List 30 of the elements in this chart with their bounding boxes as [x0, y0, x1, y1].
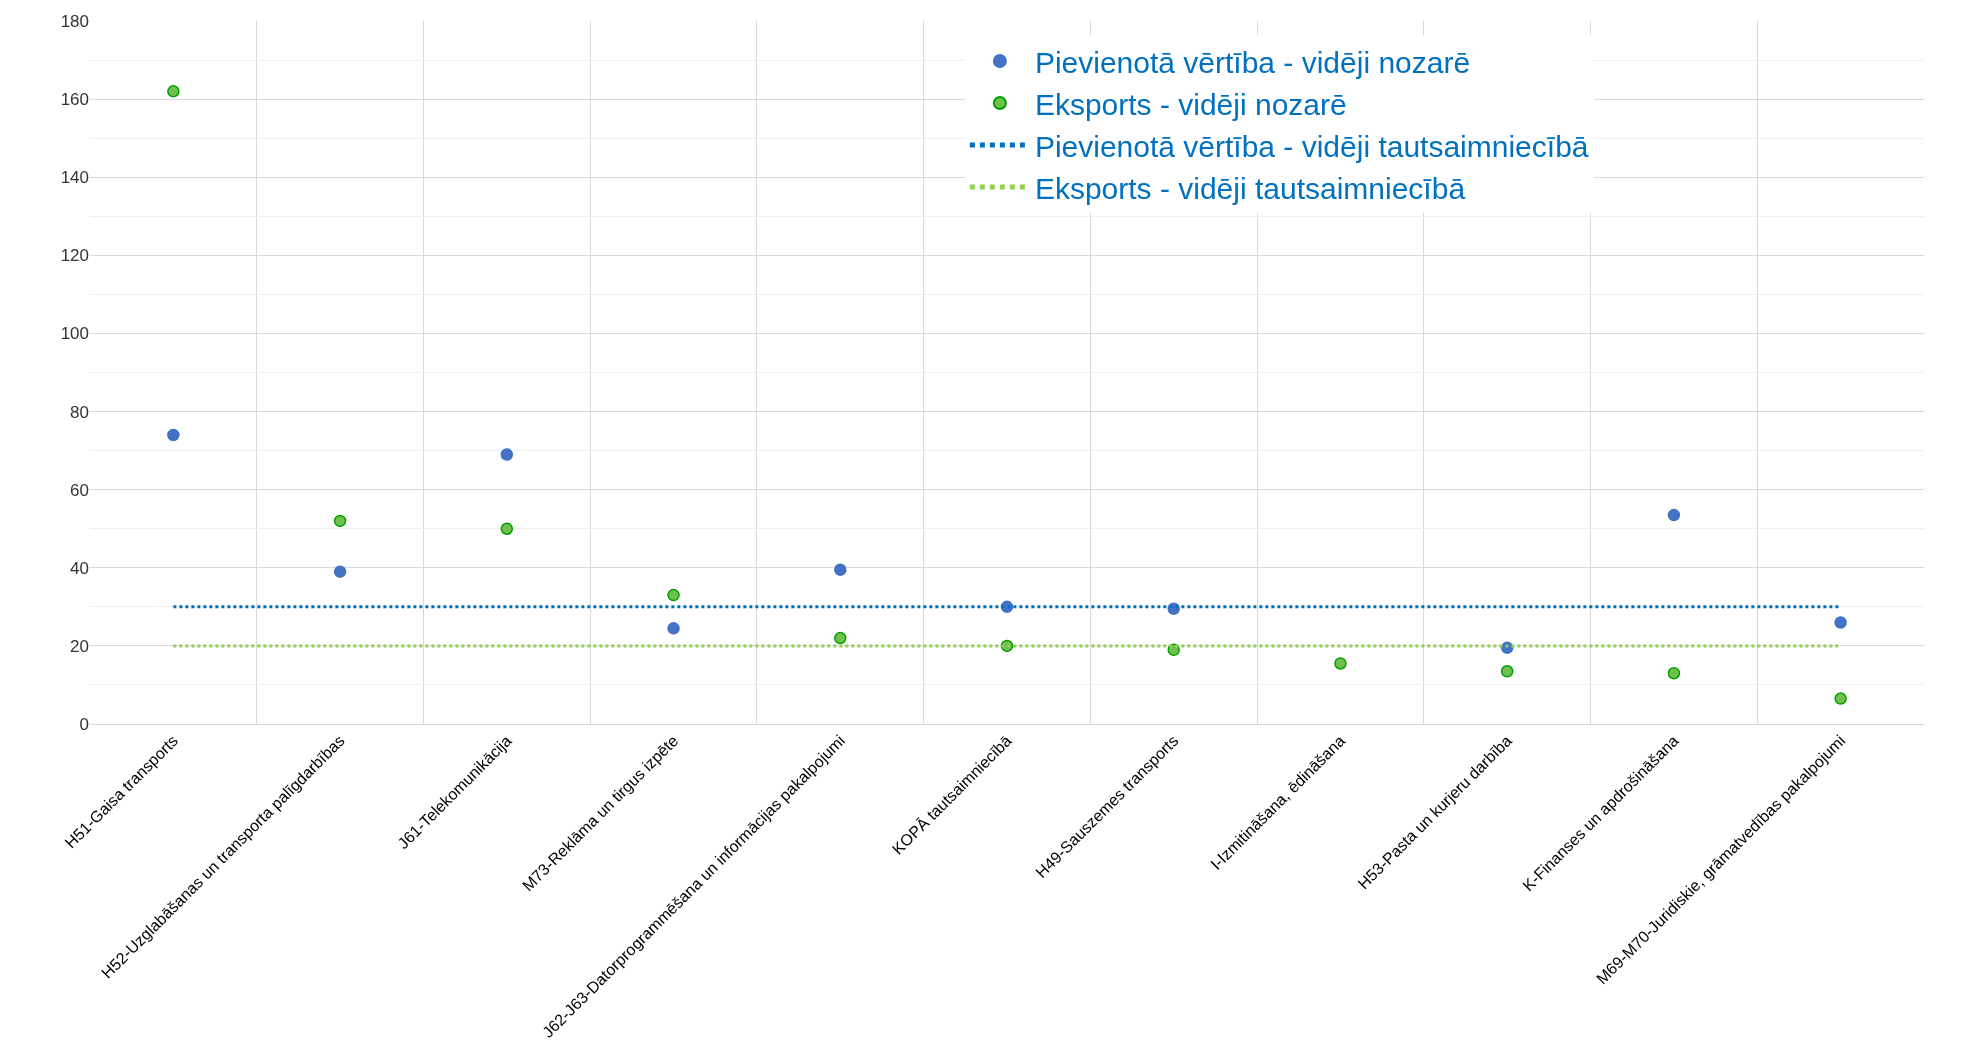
y-tick-label: 100 [60, 324, 89, 344]
legend-label: Eksports - vidēji tautsaimniecībā [1034, 171, 1466, 205]
legend-label: Pievienotā vērtība - vidēji tautsaimniecībā [1034, 129, 1589, 163]
point [1667, 508, 1681, 522]
point [1834, 616, 1847, 629]
legend-label: Pievienotā vērtība - vidēji nozarē [1034, 45, 1471, 79]
point [167, 85, 180, 98]
y-tick-label: 0 [79, 714, 89, 734]
point [834, 631, 847, 645]
y-tick-label: 40 [70, 558, 89, 578]
y-tick-label: 160 [60, 90, 89, 110]
point [333, 565, 347, 578]
point [500, 448, 514, 461]
y-tick-label: 120 [60, 246, 89, 266]
point [500, 522, 514, 535]
legend-label: Eksports - vidēji nozarē [1034, 87, 1347, 121]
y-tick-label: 140 [60, 168, 89, 188]
point [1834, 692, 1847, 705]
point [1500, 665, 1514, 678]
point [333, 514, 347, 528]
y-tick-label: 80 [70, 402, 89, 422]
point [1667, 666, 1681, 680]
point [167, 428, 180, 442]
point [667, 588, 680, 602]
point [667, 622, 680, 635]
y-tick-label: 180 [60, 11, 89, 31]
point [1334, 657, 1347, 670]
y-tick-label: 60 [70, 480, 89, 500]
y-tick-label: 20 [70, 636, 89, 656]
point [834, 563, 847, 576]
